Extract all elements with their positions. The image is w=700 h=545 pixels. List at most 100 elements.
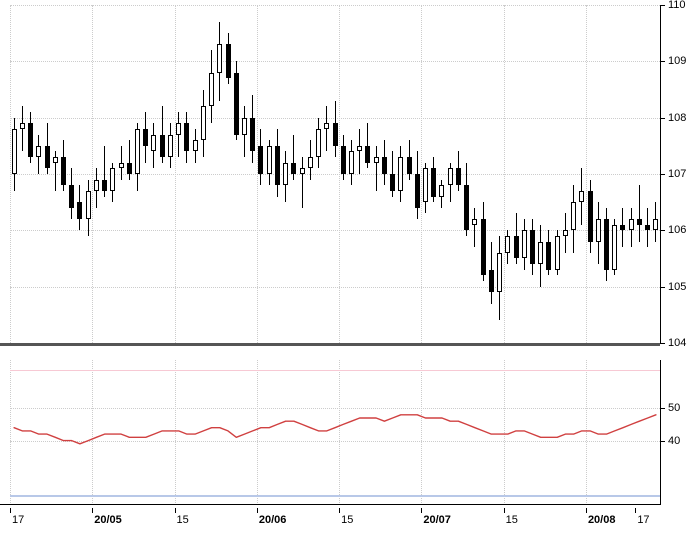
candle-body[interactable] (349, 151, 354, 174)
candle-body[interactable] (448, 168, 453, 185)
candle-body[interactable] (431, 168, 436, 196)
candle-body[interactable] (530, 230, 535, 264)
candle-body[interactable] (176, 123, 181, 134)
candle-body[interactable] (588, 191, 593, 242)
candle-body[interactable] (61, 157, 66, 185)
candle-wick (474, 208, 475, 247)
candle-body[interactable] (579, 191, 584, 202)
indicator-panel[interactable]: 4050 (0, 360, 700, 505)
candle-wick (326, 106, 327, 151)
candle-body[interactable] (36, 146, 41, 157)
candle-body[interactable] (45, 146, 50, 169)
candle-body[interactable] (77, 202, 82, 219)
candle-body[interactable] (168, 135, 173, 158)
candle-body[interactable] (333, 123, 338, 146)
candle-body[interactable] (637, 219, 642, 225)
candle-body[interactable] (497, 253, 502, 292)
candle-wick (376, 146, 377, 191)
candle-body[interactable] (110, 168, 115, 191)
candle-body[interactable] (258, 146, 263, 174)
candle-body[interactable] (291, 163, 296, 174)
candle-body[interactable] (546, 242, 551, 270)
x-tick-label: 20/06 (259, 514, 287, 526)
candle-wick (639, 185, 640, 241)
candle-body[interactable] (390, 174, 395, 191)
candle-body[interactable] (596, 219, 601, 242)
candle-body[interactable] (135, 129, 140, 174)
candle-wick (178, 112, 179, 157)
candle-body[interactable] (653, 219, 658, 230)
candle-body[interactable] (20, 123, 25, 129)
candle-body[interactable] (234, 73, 239, 135)
candle-body[interactable] (514, 236, 519, 259)
candle-body[interactable] (365, 146, 370, 163)
y-tick-label: 104 (668, 337, 686, 349)
x-axis: 1720/051520/061520/071520/0817 (0, 508, 700, 538)
candle-wick (359, 129, 360, 174)
candle-body[interactable] (217, 44, 222, 72)
candle-body[interactable] (316, 129, 321, 157)
candle-body[interactable] (275, 146, 280, 185)
candle-body[interactable] (250, 118, 255, 152)
candle-body[interactable] (184, 123, 189, 151)
candle-body[interactable] (267, 146, 272, 174)
candle-body[interactable] (151, 135, 156, 152)
candle-body[interactable] (226, 44, 231, 78)
candle-body[interactable] (629, 219, 634, 230)
candle-body[interactable] (201, 106, 206, 140)
x-tick-label: 20/07 (423, 514, 451, 526)
candle-body[interactable] (94, 180, 99, 191)
candle-body[interactable] (209, 73, 214, 107)
y-tick-label: 107 (668, 168, 686, 180)
candle-body[interactable] (69, 185, 74, 208)
gridline-horizontal (10, 61, 660, 62)
candle-body[interactable] (127, 163, 132, 174)
x-tick-label: 20/08 (588, 514, 616, 526)
candle-body[interactable] (382, 157, 387, 174)
candle-body[interactable] (398, 157, 403, 191)
candle-body[interactable] (481, 219, 486, 275)
candlestick-panel[interactable]: 104105106107108109110 (0, 5, 700, 343)
candle-body[interactable] (86, 191, 91, 219)
financial-chart: 104105106107108109110 4050 1720/051520/0… (0, 0, 700, 545)
candle-body[interactable] (160, 135, 165, 158)
candle-body[interactable] (308, 157, 313, 168)
candle-body[interactable] (415, 174, 420, 208)
candle-body[interactable] (423, 168, 428, 202)
y-tick-label: 106 (668, 224, 686, 236)
x-tick-label: 17 (12, 514, 24, 526)
candle-body[interactable] (456, 168, 461, 185)
candle-body[interactable] (555, 236, 560, 270)
candle-body[interactable] (604, 219, 609, 270)
candle-body[interactable] (472, 219, 477, 225)
candle-body[interactable] (283, 163, 288, 186)
candle-body[interactable] (341, 146, 346, 174)
x-tick-label: 15 (506, 514, 518, 526)
candle-body[interactable] (407, 157, 412, 174)
candle-body[interactable] (193, 140, 198, 151)
candle-body[interactable] (357, 146, 362, 152)
candle-body[interactable] (563, 230, 568, 236)
gridline-horizontal (10, 5, 660, 6)
candle-body[interactable] (28, 123, 33, 157)
candle-body[interactable] (374, 157, 379, 163)
candle-body[interactable] (522, 230, 527, 258)
candle-body[interactable] (12, 129, 17, 174)
candle-body[interactable] (102, 180, 107, 191)
candle-body[interactable] (242, 118, 247, 135)
candle-body[interactable] (612, 225, 617, 270)
candle-body[interactable] (505, 236, 510, 253)
candle-body[interactable] (119, 163, 124, 169)
candle-body[interactable] (300, 168, 305, 174)
candle-body[interactable] (143, 129, 148, 146)
candle-body[interactable] (439, 185, 444, 196)
candle-body[interactable] (571, 202, 576, 230)
candle-body[interactable] (489, 270, 494, 293)
candle-body[interactable] (620, 225, 625, 231)
x-tick-label: 17 (637, 514, 649, 526)
candle-body[interactable] (324, 123, 329, 129)
candle-body[interactable] (464, 185, 469, 230)
candle-body[interactable] (53, 157, 58, 163)
candle-body[interactable] (538, 242, 543, 265)
candle-body[interactable] (645, 225, 650, 231)
